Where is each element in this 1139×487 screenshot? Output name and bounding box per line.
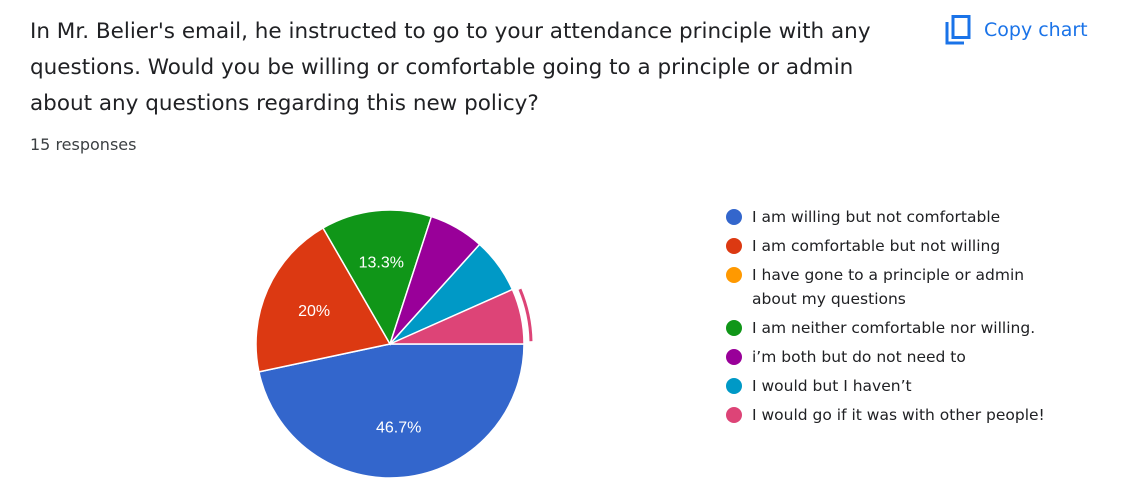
legend-label: i’m both but do not need to [752,348,966,366]
legend-label: I am comfortable but not willing [752,237,1001,255]
legend-label: I would but I haven’t [752,377,912,395]
question-title: In Mr. Belier's email, he instructed to … [30,19,871,116]
slice-label: 20% [298,303,330,320]
chart-legend: I am willing but not comfortable I am com… [726,205,1072,432]
legend-swatch [726,378,742,394]
legend-label: I am willing but not comfortable [752,208,1001,226]
copy-icon [944,14,972,46]
legend-item[interactable]: I am comfortable but not willing [726,234,1072,258]
copy-chart-label: Copy chart [984,19,1088,41]
legend-item[interactable]: I am neither comfortable nor willing. [726,316,1072,340]
legend-item[interactable]: I am willing but not comfortable [726,205,1072,229]
legend-item[interactable]: i’m both but do not need to [726,345,1072,369]
legend-label: I have gone to a principle or admin abou… [752,266,1025,308]
response-count: 15 responses [30,135,137,154]
legend-swatch [726,320,742,336]
slice-label: 13.3% [359,254,404,271]
copy-chart-button[interactable]: Copy chart [944,10,1088,50]
pie-slice[interactable] [258,343,525,479]
legend-swatch [726,349,742,365]
pie-slice[interactable] [389,288,525,345]
legend-swatch [726,407,742,423]
legend-item[interactable]: I would go if it was with other people! [726,403,1072,427]
legend-label: I would go if it was with other people! [752,406,1045,424]
legend-swatch [726,209,742,225]
legend-swatch [726,267,742,283]
pie-slice[interactable] [255,226,392,373]
legend-label: I am neither comfortable nor willing. [752,319,1036,337]
legend-swatch [726,238,742,254]
pie-chart: 46.7% 20% 13.3% [255,209,533,479]
legend-item[interactable]: I have gone to a principle or admin abou… [726,263,1072,311]
slice-label: 46.7% [376,420,421,437]
pie-slice-highlight [518,288,533,342]
legend-item[interactable]: I would but I haven’t [726,374,1072,398]
pie-slice[interactable] [321,209,433,346]
